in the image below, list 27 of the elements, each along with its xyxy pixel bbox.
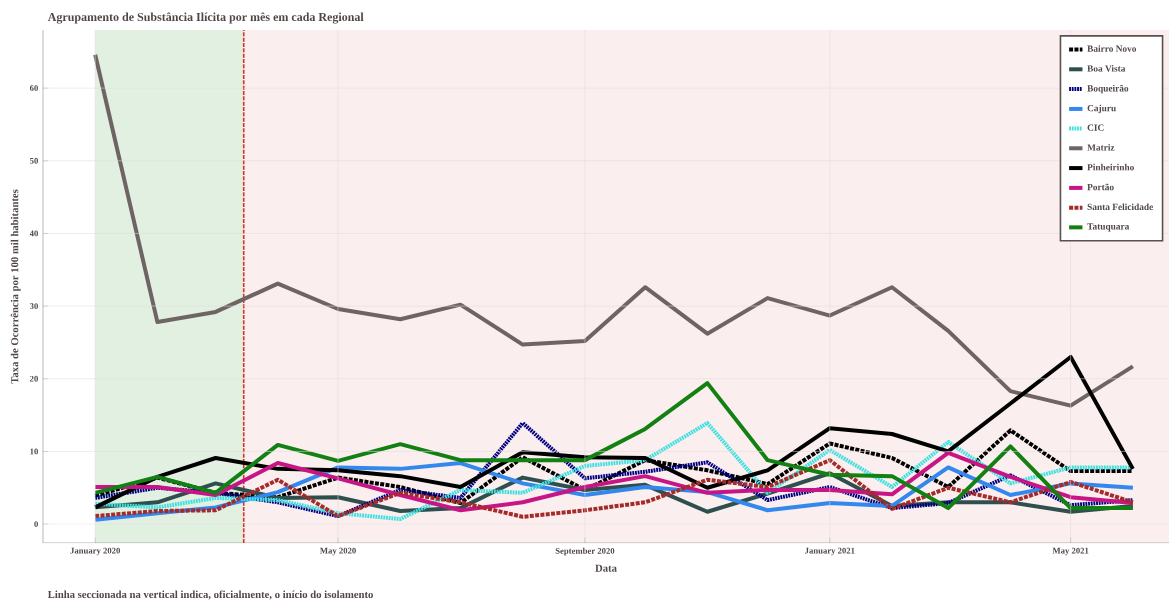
x-tick-label: January 2020 — [70, 547, 121, 556]
y-tick-label: 10 — [30, 448, 38, 455]
legend-label: Pinheirinho — [1087, 163, 1134, 171]
x-tick-label: January 2021 — [805, 547, 855, 556]
y-tick-label: 40 — [29, 230, 38, 237]
x-tick-label: May 2021 — [1052, 547, 1089, 556]
legend-label: Cajuru — [1087, 104, 1116, 114]
legend-label: Santa Felicidade — [1087, 203, 1153, 211]
y-tick-label: 30 — [29, 303, 38, 310]
legend-label: Boqueirão — [1087, 84, 1129, 94]
y-axis-title: Taxa de Ocorrência por 100 mil habitantes — [10, 189, 21, 384]
text: Linha seccionada na vertical indica, oficialmente, o início do isolamento — [47, 590, 373, 600]
chart-title: Agrupamento de Substância Ilícita por mês em cada Regional — [47, 12, 364, 24]
legend-label: Matriz — [1087, 144, 1115, 151]
legend-label: Tatuquara — [1087, 223, 1130, 232]
line-series — [93, 450, 1135, 513]
legend-label: CIC — [1087, 124, 1104, 131]
x-axis-title: Data — [595, 564, 617, 572]
y-tick-label: 60 — [29, 85, 38, 92]
y-tick-label: 0 — [34, 521, 38, 528]
y-tick-label: 50 — [29, 157, 38, 164]
legend-label: Boa Vista — [1087, 65, 1126, 72]
legend-label: Portão — [1087, 183, 1114, 191]
legend-label: Bairro Novo — [1087, 45, 1137, 52]
x-tick-label: May 2020 — [320, 547, 356, 556]
y-tick-label: 20 — [29, 375, 38, 382]
x-tick-label: September 2020 — [555, 547, 615, 556]
